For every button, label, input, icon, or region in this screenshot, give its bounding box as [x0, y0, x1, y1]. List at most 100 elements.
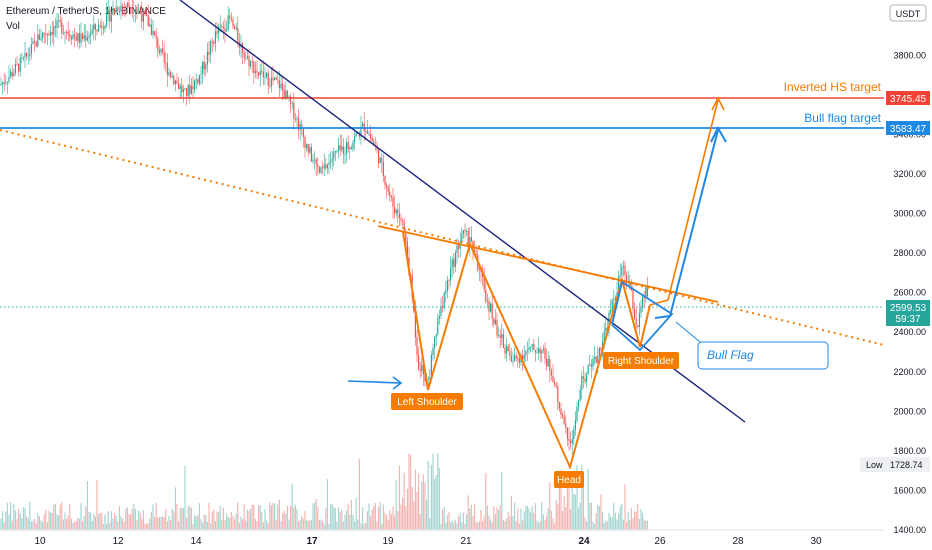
volume-bar: [48, 510, 50, 530]
head-label[interactable]: Head: [554, 471, 584, 488]
candle-body: [149, 24, 151, 27]
volume-bar: [218, 512, 220, 530]
candle-body: [206, 51, 208, 65]
volume-bar: [30, 521, 32, 530]
flag-projection-line[interactable]: [654, 129, 719, 319]
candle-body: [341, 146, 343, 150]
candle-body: [66, 31, 68, 33]
volume-bar: [208, 502, 210, 530]
candle-body: [578, 400, 580, 407]
descending-trendline[interactable]: [179, 0, 746, 423]
volume-bar: [314, 502, 316, 530]
volume-bar: [600, 494, 602, 530]
volume-bar: [280, 520, 282, 530]
volume-bar: [426, 499, 428, 530]
volume-bar: [310, 519, 312, 530]
volume-bar: [171, 508, 173, 530]
candle-body: [446, 280, 448, 291]
candle-body: [344, 153, 346, 155]
price-tick-13: 1400.00: [893, 525, 926, 535]
currency-badge[interactable]: USDT: [889, 4, 927, 22]
bull-flag-shape[interactable]: [611, 280, 674, 352]
time-axis[interactable]: 10 12 14 17 19 21 24 26 28 30: [34, 536, 822, 547]
right-shoulder-label[interactable]: Right Shoulder: [603, 352, 679, 369]
candle-body: [125, 6, 127, 8]
svg-text:Left Shoulder: Left Shoulder: [397, 397, 457, 408]
volume-bar: [230, 512, 232, 530]
candle-body: [51, 32, 53, 35]
volume-bar: [34, 518, 36, 530]
volume-bar: [574, 494, 576, 530]
candle-body: [242, 43, 244, 54]
candle-body: [485, 289, 487, 302]
candle-body: [568, 438, 570, 441]
volume-bar: [178, 521, 180, 530]
volume-bar: [414, 469, 416, 530]
long-dotted-trendline[interactable]: [0, 129, 885, 346]
candle-body: [235, 28, 237, 30]
candle-body: [280, 83, 282, 89]
volume-bar: [13, 503, 15, 530]
volume-bar: [96, 479, 98, 530]
inverted-hs-pattern[interactable]: [402, 231, 651, 470]
volume-bar: [275, 520, 277, 530]
volume-bar: [58, 515, 60, 530]
candle-body: [259, 70, 261, 76]
volume-bar: [520, 508, 522, 530]
candle-body: [491, 303, 493, 319]
candle-body: [366, 130, 368, 134]
volume-bar: [232, 515, 234, 530]
volume-bar: [347, 503, 349, 530]
candle-body: [35, 41, 37, 47]
left-shoulder-label[interactable]: Left Shoulder: [391, 393, 463, 410]
candle-body: [214, 31, 216, 44]
volume-bar: [336, 521, 338, 530]
volume-bar: [14, 510, 16, 530]
volume-bar: [67, 515, 69, 530]
candle-body: [269, 85, 271, 87]
bull-flag-callout[interactable]: Bull Flag: [675, 321, 829, 370]
volume-bar: [8, 514, 10, 530]
volume-bar: [618, 513, 620, 530]
volume-bar: [6, 502, 8, 530]
volume-bar: [554, 523, 556, 530]
candle-body: [30, 44, 32, 54]
candle-body: [54, 26, 56, 29]
volume-bar: [562, 510, 564, 530]
price-tick-1: 3800.00: [893, 50, 926, 60]
volume-bar: [358, 458, 360, 530]
volume-bar: [467, 495, 469, 530]
candle-body: [622, 265, 624, 268]
candle-body: [490, 303, 492, 312]
candle-body: [248, 56, 250, 67]
volume-bar: [379, 502, 381, 530]
candle-body: [56, 20, 58, 29]
candle-body: [467, 231, 469, 246]
volume-bar: [278, 499, 280, 530]
volume-bar: [110, 510, 112, 530]
candle-body: [147, 16, 149, 27]
price-tick-7: 2600.00: [893, 288, 926, 298]
candle-body: [330, 161, 332, 163]
volume-bar: [429, 518, 431, 530]
volume-bar: [624, 484, 626, 530]
volume-bar: [269, 502, 271, 530]
volume-bar: [542, 514, 544, 530]
volume-bar: [354, 521, 356, 530]
candle-body: [544, 348, 546, 359]
volume-bar: [552, 518, 554, 530]
candle-body: [504, 347, 506, 354]
hs-projection-line[interactable]: [649, 99, 719, 306]
volume-bar: [346, 510, 348, 530]
candle-body: [403, 221, 405, 232]
volume-bar: [605, 520, 607, 530]
volume-bar: [32, 520, 34, 530]
volume-bar: [326, 479, 328, 530]
candle-body: [168, 72, 170, 76]
volume-bar: [637, 503, 639, 530]
neckline[interactable]: [377, 225, 719, 303]
candle-body: [45, 34, 47, 36]
volume-bar: [88, 511, 90, 530]
candle-body: [605, 327, 607, 332]
